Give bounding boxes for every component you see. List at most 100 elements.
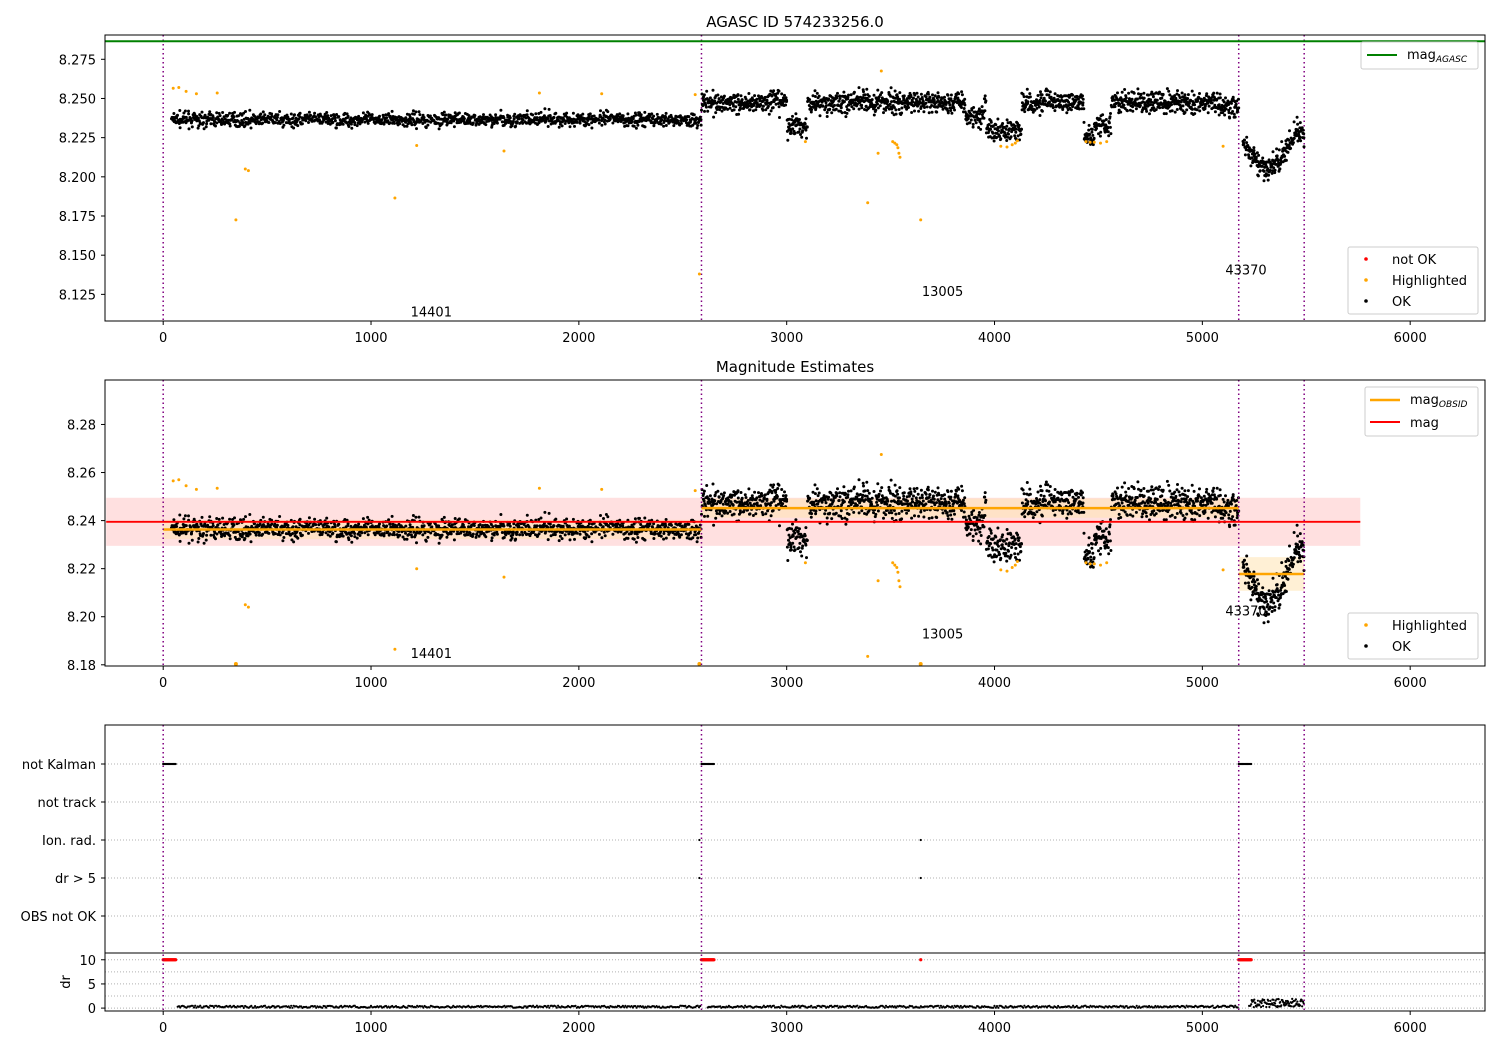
ok-point <box>405 124 409 128</box>
ok-point <box>1150 90 1154 94</box>
ok-point <box>294 525 298 529</box>
ok-point <box>621 114 625 118</box>
ok-point <box>388 532 392 536</box>
ok-point <box>893 96 897 100</box>
ok-point <box>1252 146 1256 150</box>
ok-point <box>793 548 797 552</box>
ok-point <box>803 122 807 126</box>
ok-point <box>1106 130 1110 134</box>
ok-point <box>490 123 494 127</box>
ok-point <box>1039 96 1043 100</box>
ok-point <box>340 532 344 536</box>
ok-point <box>202 127 206 131</box>
ok-point <box>830 111 834 115</box>
ok-point <box>307 516 311 520</box>
ok-point <box>713 499 717 503</box>
ok-point <box>969 118 973 122</box>
ok-point <box>411 514 415 517</box>
ok-point <box>193 113 197 117</box>
ok-point <box>870 98 874 102</box>
ok-point <box>1082 120 1086 124</box>
ok-point <box>1022 95 1026 99</box>
ok-point <box>630 530 634 534</box>
ok-point <box>240 113 244 117</box>
ok-point <box>739 491 743 494</box>
ok-point <box>535 116 539 120</box>
ok-point <box>1255 151 1259 155</box>
ok-point <box>467 525 471 529</box>
ok-point <box>687 522 691 526</box>
ok-point <box>838 97 842 100</box>
ok-point <box>1212 91 1216 95</box>
ok-point <box>228 124 232 128</box>
ok-point <box>902 96 906 100</box>
ok-point <box>861 96 865 100</box>
ok-point <box>1109 112 1112 115</box>
ok-point <box>825 516 829 520</box>
ok-point <box>639 523 643 526</box>
ok-point <box>703 109 706 113</box>
highlighted-point <box>697 272 701 276</box>
ok-point <box>890 111 894 115</box>
ok-point <box>557 539 561 543</box>
ok-point <box>1120 101 1124 105</box>
ok-point <box>475 532 479 536</box>
ok-point <box>748 512 752 516</box>
ok-point <box>1092 136 1096 140</box>
ok-point <box>660 118 664 122</box>
ok-point <box>894 112 898 116</box>
ok-point <box>1028 95 1032 99</box>
ok-point <box>398 122 402 126</box>
ok-point <box>761 104 765 108</box>
ok-point <box>205 122 209 126</box>
ok-point <box>1243 153 1247 157</box>
ok-point <box>813 89 817 93</box>
ok-point <box>257 533 261 537</box>
ok-point <box>1017 123 1021 127</box>
ok-point <box>288 117 292 121</box>
ok-point <box>814 509 818 513</box>
ok-point <box>521 118 525 122</box>
ok-point <box>941 107 945 111</box>
agasc-ytick-label-1: 8.150 <box>59 249 96 264</box>
ok-point <box>1202 102 1205 106</box>
ok-point <box>672 536 676 540</box>
ok-point <box>1181 104 1185 108</box>
ok-point <box>314 523 318 527</box>
ok-point <box>870 496 874 500</box>
agasc-ytick-label-2: 8.175 <box>59 210 96 225</box>
ok-point <box>764 108 768 112</box>
ok-point <box>821 104 825 108</box>
ok-point <box>223 534 227 538</box>
ok-point <box>734 105 738 109</box>
ok-point <box>517 117 521 121</box>
ok-point <box>587 522 591 526</box>
ok-point <box>717 97 721 101</box>
ok-point <box>573 537 576 541</box>
ok-point <box>1176 89 1179 93</box>
ok-point <box>1252 149 1256 152</box>
ok-point <box>422 524 426 528</box>
ok-point <box>178 109 182 112</box>
ok-point <box>804 117 808 121</box>
ok-point <box>1088 132 1091 136</box>
highlighted-point <box>893 141 897 145</box>
ok-point <box>426 535 430 539</box>
ok-point <box>944 101 948 105</box>
ok-point <box>672 124 676 128</box>
ok-point <box>1249 164 1253 168</box>
ok-point <box>850 105 854 109</box>
ok-point <box>275 115 279 119</box>
ok-point <box>345 121 349 125</box>
ok-point <box>537 532 541 536</box>
ok-point <box>804 128 808 132</box>
ok-point <box>502 536 506 539</box>
ok-point <box>687 115 691 119</box>
ok-point <box>1003 131 1007 135</box>
ok-point <box>894 108 898 112</box>
ok-point <box>208 110 212 114</box>
ok-point <box>865 87 869 91</box>
ok-point <box>962 107 966 110</box>
ok-point <box>643 110 647 114</box>
